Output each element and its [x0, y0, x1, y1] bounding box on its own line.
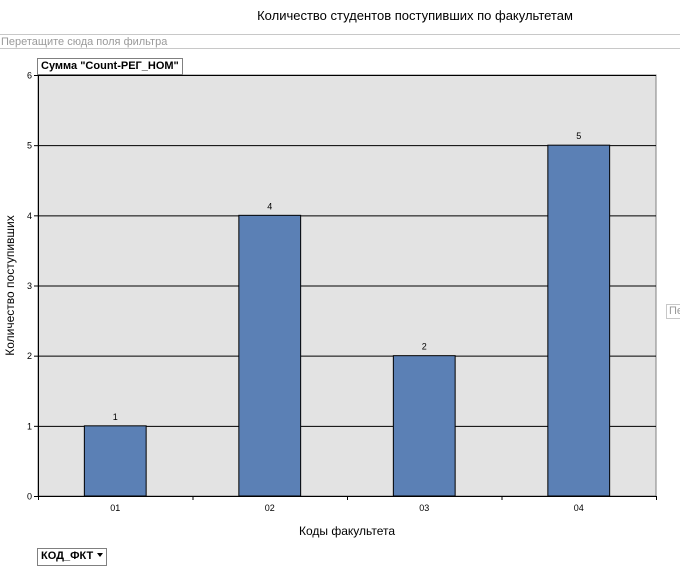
filter-drop-zone[interactable]: Перетащите сюда поля фильтра: [0, 34, 680, 49]
data-label: 2: [422, 342, 427, 352]
data-label: 4: [267, 201, 272, 211]
data-labels: 1 4 2 5: [113, 131, 582, 422]
series-drop-zone[interactable]: Пере: [666, 304, 680, 319]
chart-title: Количество студентов поступивших по факу…: [257, 8, 573, 23]
data-label: 1: [113, 412, 118, 422]
bar-03: [392, 355, 456, 497]
y-axis-ticks: 0 1 2 3 4 5 6: [27, 71, 38, 502]
y-tick-label: 4: [27, 211, 32, 221]
x-tick-label: 01: [110, 503, 120, 513]
y-tick-label: 3: [27, 281, 32, 291]
y-tick-label: 0: [27, 492, 32, 502]
x-tick-label: 04: [574, 503, 584, 513]
y-axis-label: Количество поступивших: [3, 215, 17, 355]
x-axis-ticks: 01 02 03 04: [38, 496, 657, 513]
data-field-button[interactable]: Сумма "Count-РЕГ_НОМ": [37, 58, 183, 75]
x-axis-label: Коды факультета: [299, 524, 395, 538]
y-tick-label: 1: [27, 421, 32, 431]
x-tick-label: 03: [419, 503, 429, 513]
data-label: 5: [576, 131, 581, 141]
category-field-label: КОД_ФКТ: [41, 550, 94, 562]
bar-02: [238, 214, 302, 497]
category-field-button[interactable]: КОД_ФКТ: [37, 548, 108, 566]
bar-01: [83, 425, 147, 497]
x-tick-label: 02: [265, 503, 275, 513]
bar-04: [547, 144, 611, 497]
data-field-label: Сумма "Count-РЕГ_НОМ": [41, 60, 179, 72]
y-tick-label: 6: [27, 71, 32, 81]
dropdown-arrow-icon[interactable]: [97, 553, 104, 558]
y-tick-label: 2: [27, 351, 32, 361]
y-tick-label: 5: [27, 141, 32, 151]
filter-drop-placeholder: Перетащите сюда поля фильтра: [1, 36, 168, 48]
series-drop-placeholder: Пере: [669, 305, 680, 317]
